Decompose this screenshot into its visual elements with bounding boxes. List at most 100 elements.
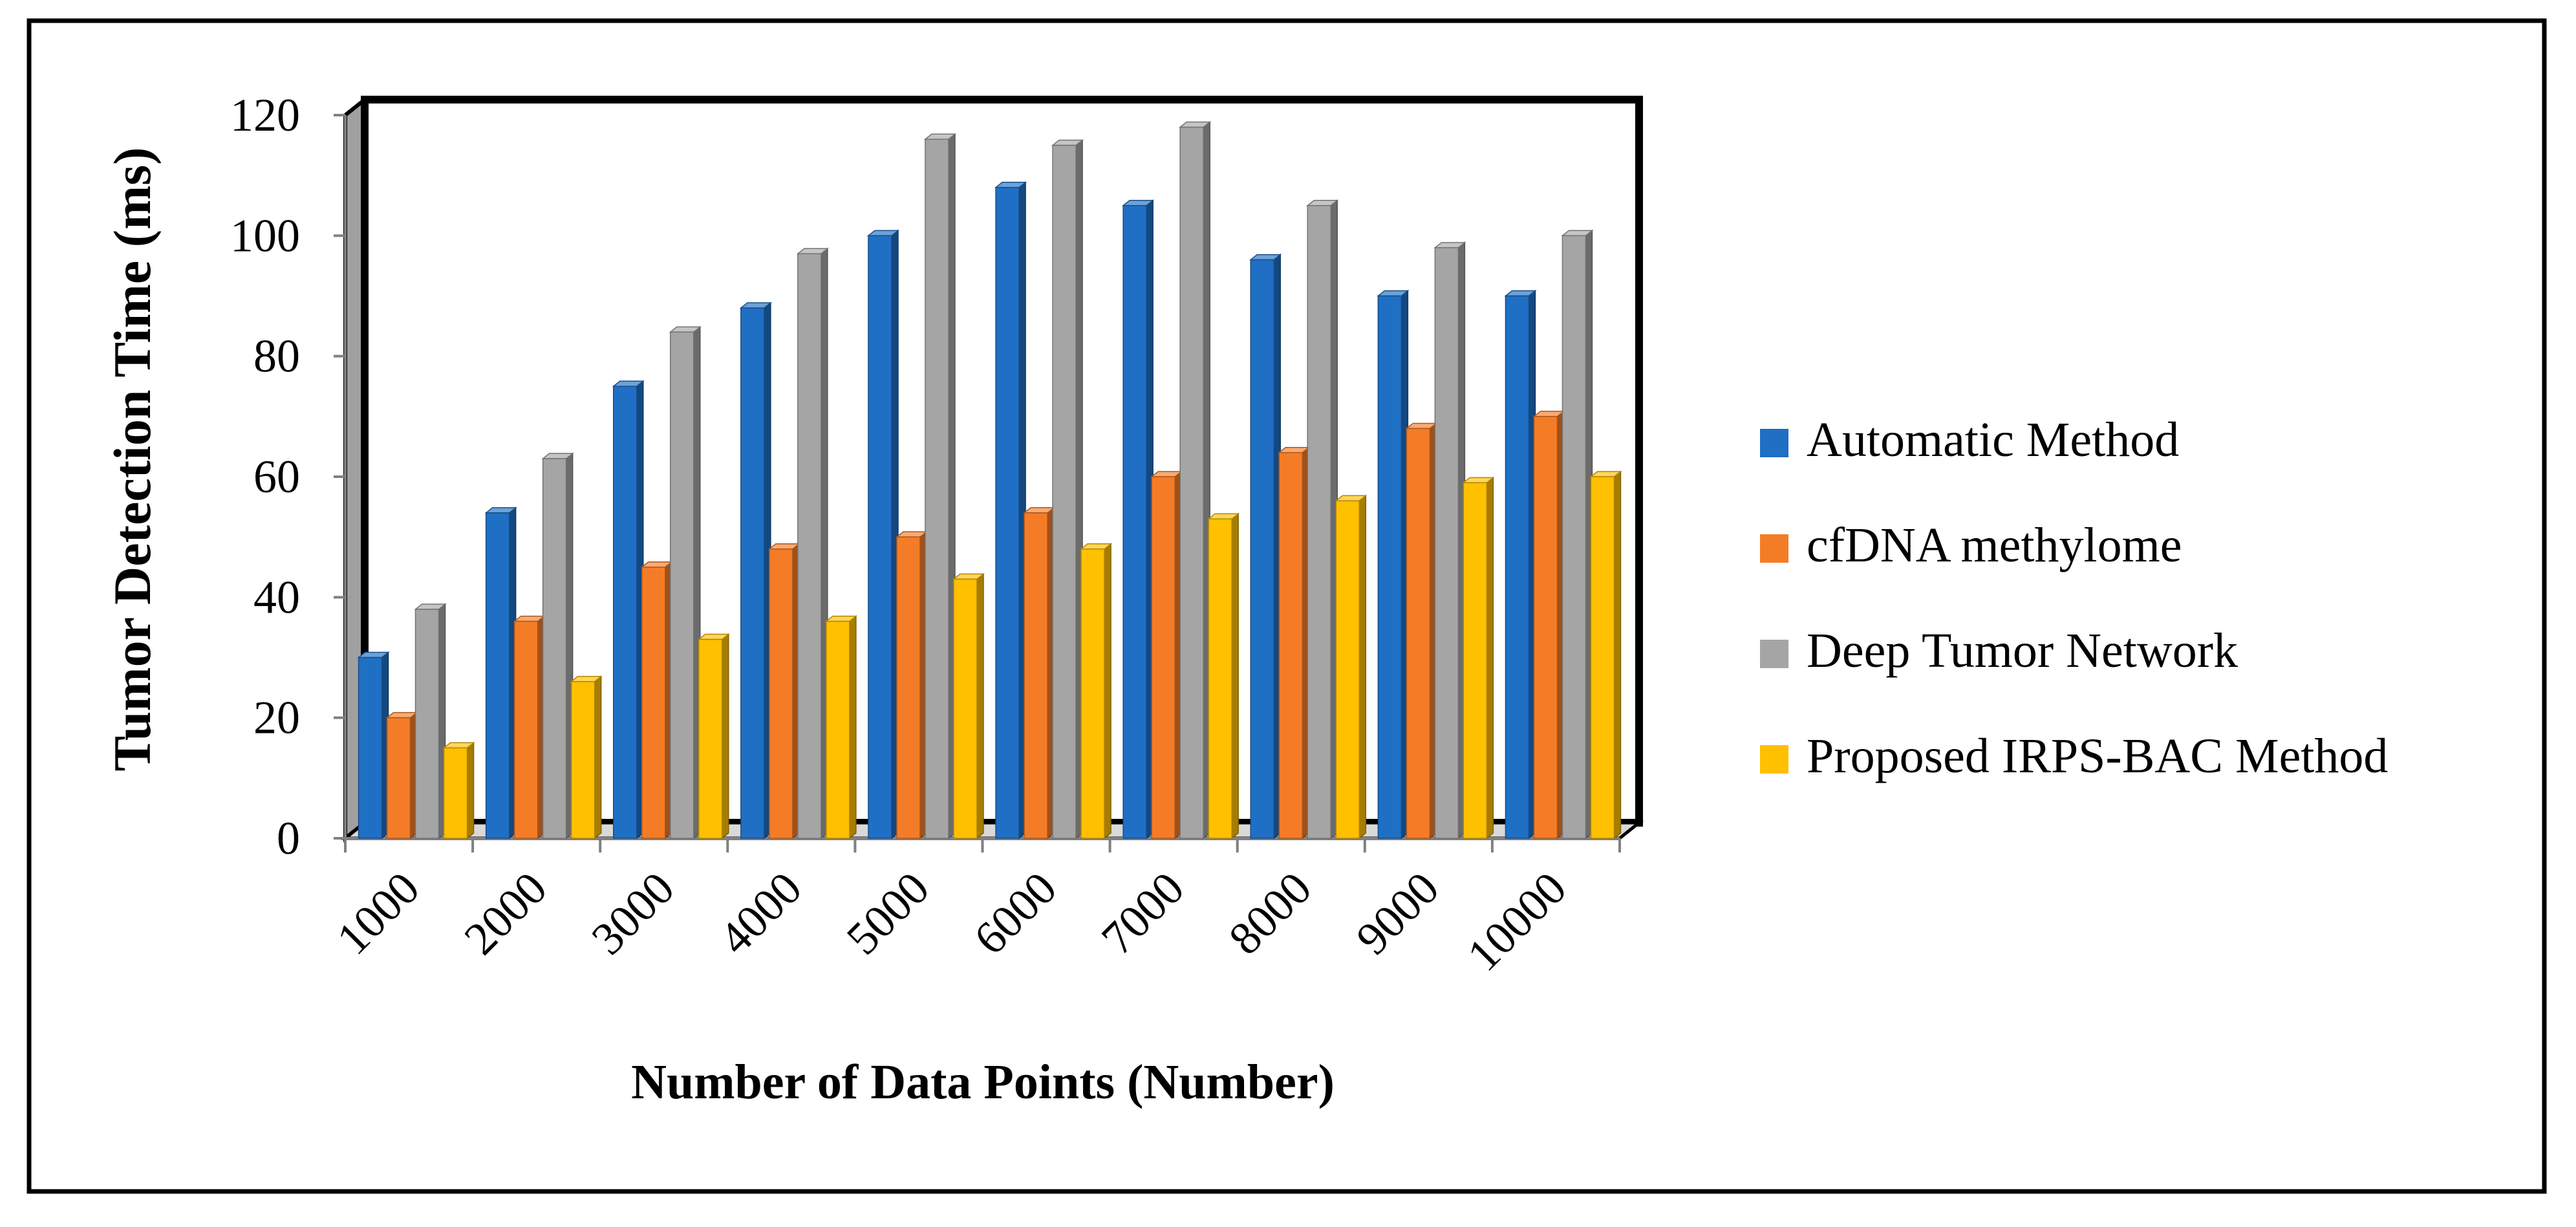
- bar: [1179, 121, 1212, 840]
- bar: [1504, 289, 1537, 840]
- bar: [513, 615, 546, 840]
- bar: [1462, 476, 1495, 840]
- legend-swatch: [1760, 534, 1788, 563]
- bar-side: [466, 741, 475, 840]
- bar-front: [896, 536, 921, 839]
- bar-front: [513, 620, 539, 839]
- legend-label: Automatic Method: [1807, 413, 2179, 467]
- bar: [1249, 254, 1282, 840]
- bar-front: [613, 385, 638, 839]
- bar-front: [641, 567, 666, 839]
- bar-front: [1434, 247, 1459, 839]
- bar-front: [1122, 205, 1147, 839]
- bar: [640, 561, 673, 840]
- bar: [1377, 289, 1410, 840]
- bar: [1306, 199, 1339, 840]
- bar: [1022, 506, 1056, 840]
- legend-label: Deep Tumor Network: [1807, 624, 2238, 678]
- bar: [385, 711, 418, 840]
- bar-front: [570, 681, 596, 839]
- legend-swatch: [1760, 429, 1788, 457]
- y-tick-label: 100: [230, 210, 300, 261]
- legend-swatch: [1760, 640, 1788, 668]
- bar-front: [698, 638, 723, 839]
- bars: [357, 121, 1622, 840]
- bar: [923, 133, 957, 840]
- bar-front: [1590, 476, 1615, 839]
- bar-side: [594, 675, 602, 840]
- bar: [357, 651, 390, 840]
- bar-front: [826, 620, 850, 839]
- bar-side: [1486, 476, 1494, 840]
- bar: [669, 325, 702, 840]
- bar-front: [358, 657, 383, 839]
- bar-front: [670, 331, 694, 839]
- bar-side: [1358, 494, 1366, 840]
- bar-side: [849, 615, 857, 840]
- bar: [1589, 470, 1622, 840]
- legend: Automatic Method cfDNA methylome Deep Tumo…: [1760, 413, 2388, 783]
- bar-front: [1151, 476, 1175, 839]
- bar: [824, 615, 857, 840]
- bar: [484, 506, 517, 840]
- bar-front: [1179, 126, 1204, 839]
- y-tick-label: 120: [230, 89, 300, 141]
- y-tick-label: 60: [253, 451, 300, 503]
- bar-front: [1463, 482, 1488, 839]
- bar-front: [1024, 512, 1048, 839]
- bar: [1561, 229, 1594, 840]
- bar-front: [1533, 416, 1558, 839]
- bar-front: [414, 609, 440, 839]
- legend-swatch: [1760, 745, 1788, 774]
- bar: [1433, 241, 1466, 840]
- bar-front: [1250, 259, 1274, 839]
- bar-side: [976, 572, 984, 840]
- bar-front: [925, 138, 949, 839]
- bar-front: [797, 253, 822, 839]
- bar: [570, 675, 603, 840]
- bar: [952, 572, 985, 840]
- bar: [612, 380, 645, 840]
- bar-side: [1231, 512, 1239, 840]
- y-tick-label: 0: [277, 812, 300, 864]
- bar-front: [1208, 518, 1232, 839]
- bar: [1207, 512, 1240, 840]
- bar-front: [1505, 295, 1530, 839]
- y-tick-label: 80: [253, 331, 300, 382]
- bar-front: [443, 747, 468, 839]
- bar-front: [995, 187, 1020, 839]
- legend-label: Proposed IRPS-BAC Method: [1807, 729, 2388, 783]
- bar-front: [485, 512, 510, 839]
- bar-front: [1335, 500, 1360, 839]
- bar: [541, 452, 574, 840]
- bar: [414, 603, 447, 840]
- bar-front: [1052, 144, 1077, 839]
- bar: [1405, 422, 1438, 840]
- bar-front: [1278, 451, 1303, 839]
- bar: [697, 633, 730, 840]
- bar: [1532, 410, 1565, 840]
- y-axis: 0 20 40 60 80 100 120: [230, 89, 347, 864]
- bar: [1122, 199, 1155, 840]
- y-axis-title: Tumor Detection Time (ms): [103, 147, 162, 772]
- bar-front: [386, 717, 411, 839]
- x-axis-title: Number of Data Points (Number): [631, 1055, 1335, 1109]
- bar-front: [1406, 428, 1431, 839]
- bar-front: [868, 235, 892, 839]
- bar: [442, 741, 475, 840]
- bar-front: [1307, 205, 1331, 839]
- bar: [1335, 494, 1368, 840]
- bar: [1150, 470, 1183, 840]
- bar: [866, 229, 900, 840]
- bar: [994, 181, 1027, 840]
- bar-front: [1080, 548, 1105, 839]
- y-tick-label: 40: [253, 571, 300, 623]
- bar: [796, 247, 829, 840]
- bar-front: [1377, 295, 1402, 839]
- bar-side: [1613, 470, 1622, 840]
- bar: [767, 543, 800, 840]
- y-tick-label: 20: [253, 692, 300, 744]
- bar: [895, 530, 928, 840]
- bar-front: [769, 548, 793, 839]
- bar-side: [1104, 543, 1111, 840]
